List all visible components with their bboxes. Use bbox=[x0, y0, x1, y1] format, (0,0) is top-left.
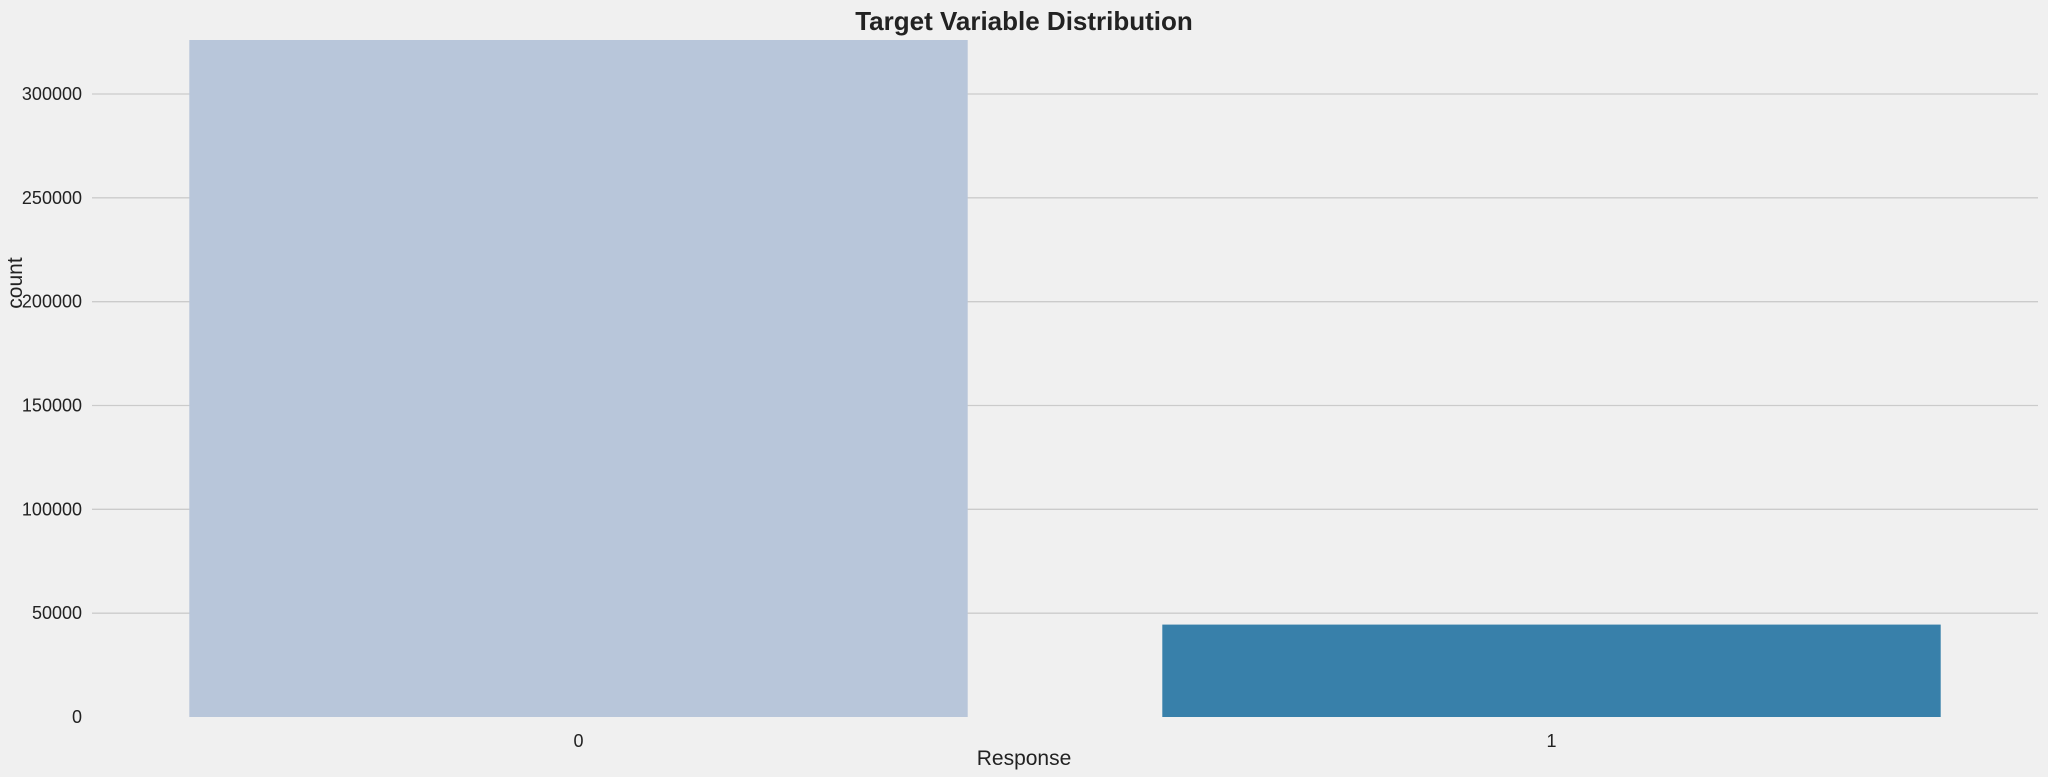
x-tick-label: 0 bbox=[573, 731, 583, 751]
bar-1 bbox=[1162, 624, 1941, 717]
y-tick-label: 150000 bbox=[22, 395, 82, 415]
y-tick-label: 250000 bbox=[22, 188, 82, 208]
y-axis-ticks: 0 50000 100000 150000 200000 250000 300000 bbox=[22, 84, 82, 727]
x-axis-label: Response bbox=[977, 747, 1072, 770]
y-tick-label: 50000 bbox=[32, 603, 82, 623]
bar-0 bbox=[189, 40, 968, 717]
x-tick-label: 1 bbox=[1546, 731, 1556, 751]
bar-layer bbox=[189, 40, 1941, 717]
y-tick-label: 200000 bbox=[22, 292, 82, 312]
y-tick-label: 100000 bbox=[22, 499, 82, 519]
y-axis-label: count bbox=[4, 257, 27, 309]
chart-title: Target Variable Distribution bbox=[855, 6, 1193, 36]
y-tick-label: 0 bbox=[72, 707, 82, 727]
y-tick-label: 300000 bbox=[22, 84, 82, 104]
